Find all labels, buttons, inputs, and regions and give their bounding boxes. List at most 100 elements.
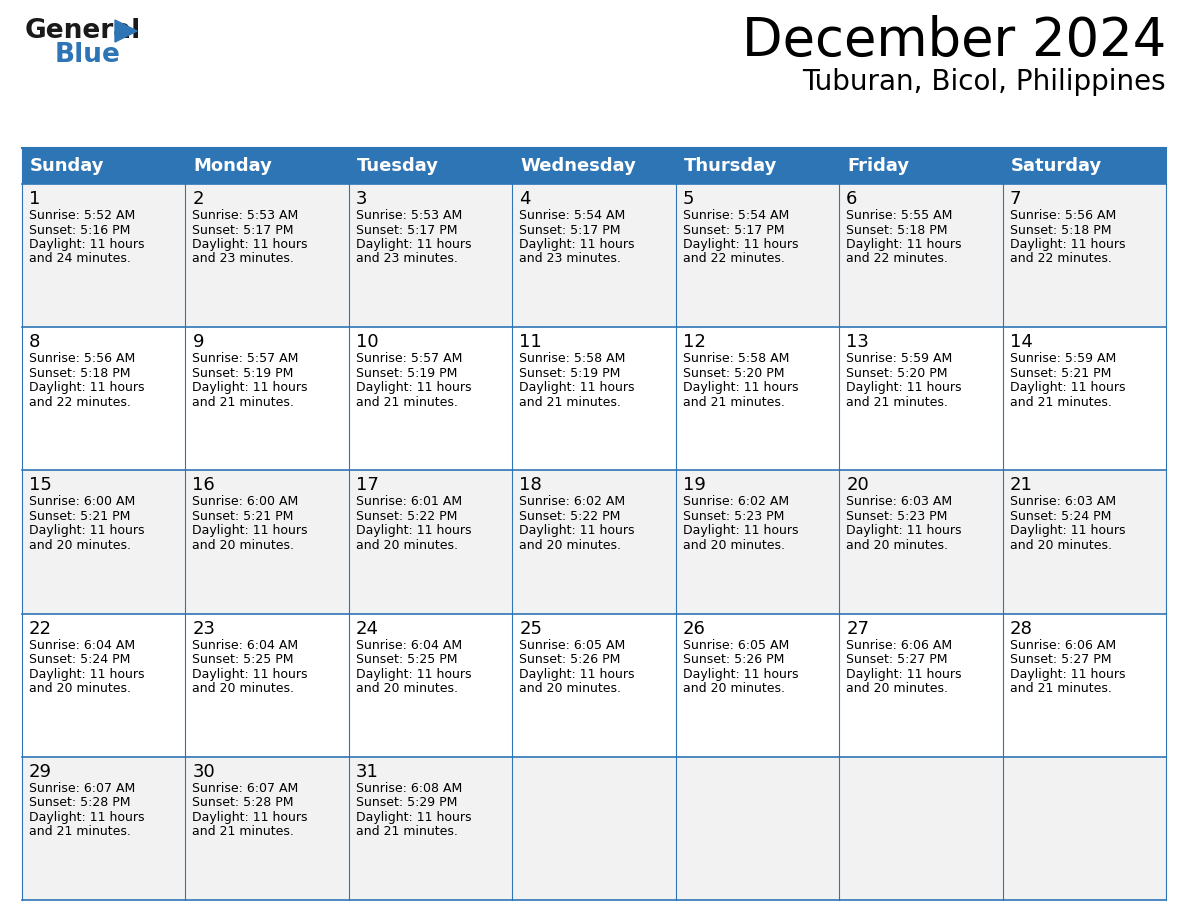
Text: Sunrise: 5:55 AM: Sunrise: 5:55 AM <box>846 209 953 222</box>
Text: Sunset: 5:24 PM: Sunset: 5:24 PM <box>1010 509 1111 523</box>
Text: Daylight: 11 hours: Daylight: 11 hours <box>846 667 961 680</box>
Text: Daylight: 11 hours: Daylight: 11 hours <box>192 238 308 251</box>
Text: Daylight: 11 hours: Daylight: 11 hours <box>192 524 308 537</box>
Bar <box>185 756 349 900</box>
Text: 20: 20 <box>846 476 868 495</box>
Bar <box>349 327 512 470</box>
Bar <box>23 756 185 900</box>
Text: 3: 3 <box>356 190 367 208</box>
Text: 31: 31 <box>356 763 379 781</box>
Bar <box>23 327 185 470</box>
Text: Sunset: 5:21 PM: Sunset: 5:21 PM <box>1010 366 1111 380</box>
Text: Sunset: 5:21 PM: Sunset: 5:21 PM <box>29 509 131 523</box>
Text: Sunset: 5:25 PM: Sunset: 5:25 PM <box>356 653 457 666</box>
Bar <box>349 613 512 756</box>
Bar <box>512 148 676 184</box>
Bar <box>23 148 1165 900</box>
Text: 30: 30 <box>192 763 215 781</box>
Text: and 21 minutes.: and 21 minutes. <box>1010 682 1112 695</box>
Text: and 20 minutes.: and 20 minutes. <box>192 539 295 552</box>
Text: Sunrise: 6:07 AM: Sunrise: 6:07 AM <box>192 782 298 795</box>
Text: Sunset: 5:27 PM: Sunset: 5:27 PM <box>1010 653 1111 666</box>
Text: and 21 minutes.: and 21 minutes. <box>29 825 131 838</box>
Text: and 23 minutes.: and 23 minutes. <box>192 252 295 265</box>
Text: Sunrise: 5:53 AM: Sunrise: 5:53 AM <box>192 209 298 222</box>
Text: 21: 21 <box>1010 476 1032 495</box>
Text: Sunrise: 6:01 AM: Sunrise: 6:01 AM <box>356 496 462 509</box>
Text: Daylight: 11 hours: Daylight: 11 hours <box>192 811 308 823</box>
Text: Sunrise: 5:57 AM: Sunrise: 5:57 AM <box>192 353 299 365</box>
Text: Sunset: 5:18 PM: Sunset: 5:18 PM <box>846 223 948 237</box>
Text: Sunset: 5:16 PM: Sunset: 5:16 PM <box>29 223 131 237</box>
Text: Sunrise: 6:05 AM: Sunrise: 6:05 AM <box>519 639 626 652</box>
Text: Friday: Friday <box>847 157 909 175</box>
Text: Sunrise: 6:06 AM: Sunrise: 6:06 AM <box>1010 639 1116 652</box>
Bar <box>512 184 676 327</box>
Bar <box>1003 184 1165 327</box>
Bar <box>839 148 1003 184</box>
Text: 7: 7 <box>1010 190 1020 208</box>
Text: and 20 minutes.: and 20 minutes. <box>846 539 948 552</box>
Text: Daylight: 11 hours: Daylight: 11 hours <box>356 381 472 394</box>
Text: Sunset: 5:19 PM: Sunset: 5:19 PM <box>356 366 457 380</box>
Text: Daylight: 11 hours: Daylight: 11 hours <box>519 667 634 680</box>
Text: 5: 5 <box>683 190 694 208</box>
Text: Daylight: 11 hours: Daylight: 11 hours <box>519 524 634 537</box>
Bar <box>349 470 512 613</box>
Text: Daylight: 11 hours: Daylight: 11 hours <box>1010 524 1125 537</box>
Text: Wednesday: Wednesday <box>520 157 636 175</box>
Text: and 22 minutes.: and 22 minutes. <box>846 252 948 265</box>
Text: 28: 28 <box>1010 620 1032 638</box>
Text: Daylight: 11 hours: Daylight: 11 hours <box>192 381 308 394</box>
Text: 12: 12 <box>683 333 706 352</box>
Text: and 21 minutes.: and 21 minutes. <box>1010 396 1112 409</box>
Text: Daylight: 11 hours: Daylight: 11 hours <box>1010 381 1125 394</box>
Text: Daylight: 11 hours: Daylight: 11 hours <box>519 238 634 251</box>
Text: Daylight: 11 hours: Daylight: 11 hours <box>846 524 961 537</box>
Text: 27: 27 <box>846 620 870 638</box>
Text: Sunset: 5:28 PM: Sunset: 5:28 PM <box>29 796 131 810</box>
Text: and 22 minutes.: and 22 minutes. <box>683 252 784 265</box>
Text: Daylight: 11 hours: Daylight: 11 hours <box>1010 667 1125 680</box>
Text: Thursday: Thursday <box>684 157 777 175</box>
Text: Sunset: 5:19 PM: Sunset: 5:19 PM <box>192 366 293 380</box>
Text: Sunset: 5:22 PM: Sunset: 5:22 PM <box>356 509 457 523</box>
Bar <box>23 613 185 756</box>
Text: and 24 minutes.: and 24 minutes. <box>29 252 131 265</box>
Bar <box>349 148 512 184</box>
Text: Sunrise: 6:03 AM: Sunrise: 6:03 AM <box>846 496 953 509</box>
Text: Sunrise: 6:07 AM: Sunrise: 6:07 AM <box>29 782 135 795</box>
Text: Sunset: 5:26 PM: Sunset: 5:26 PM <box>519 653 620 666</box>
Text: and 21 minutes.: and 21 minutes. <box>192 396 295 409</box>
Text: Saturday: Saturday <box>1011 157 1101 175</box>
Text: Sunset: 5:22 PM: Sunset: 5:22 PM <box>519 509 620 523</box>
Text: Sunrise: 6:08 AM: Sunrise: 6:08 AM <box>356 782 462 795</box>
Bar <box>676 756 839 900</box>
Text: Daylight: 11 hours: Daylight: 11 hours <box>29 524 145 537</box>
Bar <box>23 470 185 613</box>
Bar <box>676 184 839 327</box>
Text: 25: 25 <box>519 620 542 638</box>
Text: Sunset: 5:25 PM: Sunset: 5:25 PM <box>192 653 293 666</box>
Bar <box>185 148 349 184</box>
Text: Sunrise: 5:59 AM: Sunrise: 5:59 AM <box>1010 353 1116 365</box>
Text: Sunset: 5:27 PM: Sunset: 5:27 PM <box>846 653 948 666</box>
Text: Daylight: 11 hours: Daylight: 11 hours <box>29 238 145 251</box>
Text: Daylight: 11 hours: Daylight: 11 hours <box>29 811 145 823</box>
Text: and 21 minutes.: and 21 minutes. <box>192 825 295 838</box>
Text: Sunrise: 5:56 AM: Sunrise: 5:56 AM <box>29 353 135 365</box>
Text: Sunset: 5:26 PM: Sunset: 5:26 PM <box>683 653 784 666</box>
Text: Sunrise: 5:59 AM: Sunrise: 5:59 AM <box>846 353 953 365</box>
Text: Sunset: 5:23 PM: Sunset: 5:23 PM <box>846 509 948 523</box>
Text: Daylight: 11 hours: Daylight: 11 hours <box>846 238 961 251</box>
Text: Sunset: 5:20 PM: Sunset: 5:20 PM <box>846 366 948 380</box>
Text: 6: 6 <box>846 190 858 208</box>
Text: and 21 minutes.: and 21 minutes. <box>846 396 948 409</box>
Bar <box>839 327 1003 470</box>
Text: Sunrise: 6:03 AM: Sunrise: 6:03 AM <box>1010 496 1116 509</box>
Text: Sunset: 5:17 PM: Sunset: 5:17 PM <box>356 223 457 237</box>
Text: and 23 minutes.: and 23 minutes. <box>356 252 457 265</box>
Text: and 20 minutes.: and 20 minutes. <box>519 539 621 552</box>
Text: Sunrise: 5:52 AM: Sunrise: 5:52 AM <box>29 209 135 222</box>
Text: Daylight: 11 hours: Daylight: 11 hours <box>356 667 472 680</box>
